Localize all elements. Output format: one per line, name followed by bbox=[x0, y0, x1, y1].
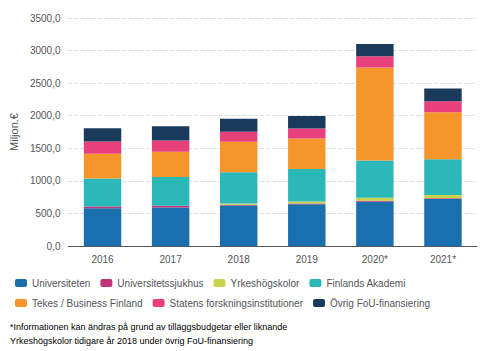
svg-text:2018: 2018 bbox=[228, 254, 251, 265]
svg-text:Miljon.€: Miljon.€ bbox=[8, 113, 20, 151]
svg-text:2019: 2019 bbox=[296, 254, 319, 265]
svg-text:1500,0: 1500,0 bbox=[30, 143, 61, 154]
svg-text:Universiteten: Universiteten bbox=[32, 278, 90, 289]
svg-text:Finlands Akademi: Finlands Akademi bbox=[326, 278, 405, 289]
svg-text:Tekes / Business Finland: Tekes / Business Finland bbox=[32, 298, 143, 309]
svg-text:2020*: 2020* bbox=[362, 254, 388, 265]
svg-text:2000,0: 2000,0 bbox=[30, 110, 61, 121]
svg-text:3500,0: 3500,0 bbox=[30, 13, 61, 24]
svg-text:2021*: 2021* bbox=[430, 254, 456, 265]
svg-text:2500,0: 2500,0 bbox=[30, 78, 61, 89]
svg-text:3000,0: 3000,0 bbox=[30, 45, 61, 56]
svg-text:Yrkeshögskolor: Yrkeshögskolor bbox=[231, 278, 301, 289]
svg-text:500,0: 500,0 bbox=[35, 208, 60, 219]
svg-text:0,0: 0,0 bbox=[47, 241, 61, 252]
svg-text:Övrig FoU-finansiering: Övrig FoU-finansiering bbox=[330, 298, 430, 309]
svg-text:*Informationen kan ändras på g: *Informationen kan ändras på grund av ti… bbox=[10, 322, 287, 332]
svg-text:Statens forskningsinstitutione: Statens forskningsinstitutioner bbox=[170, 298, 304, 309]
svg-text:1000,0: 1000,0 bbox=[30, 175, 61, 186]
svg-text:2017: 2017 bbox=[159, 254, 182, 265]
svg-text:2016: 2016 bbox=[91, 254, 114, 265]
svg-text:Yrkeshögskolor tidigare år 201: Yrkeshögskolor tidigare år 2018 under öv… bbox=[10, 336, 253, 346]
svg-text:Universitetssjukhus: Universitetssjukhus bbox=[117, 278, 203, 289]
